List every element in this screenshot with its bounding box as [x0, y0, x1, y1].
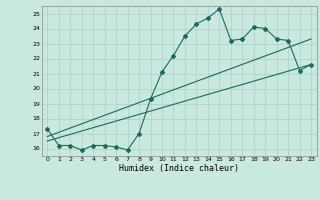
X-axis label: Humidex (Indice chaleur): Humidex (Indice chaleur): [119, 164, 239, 173]
